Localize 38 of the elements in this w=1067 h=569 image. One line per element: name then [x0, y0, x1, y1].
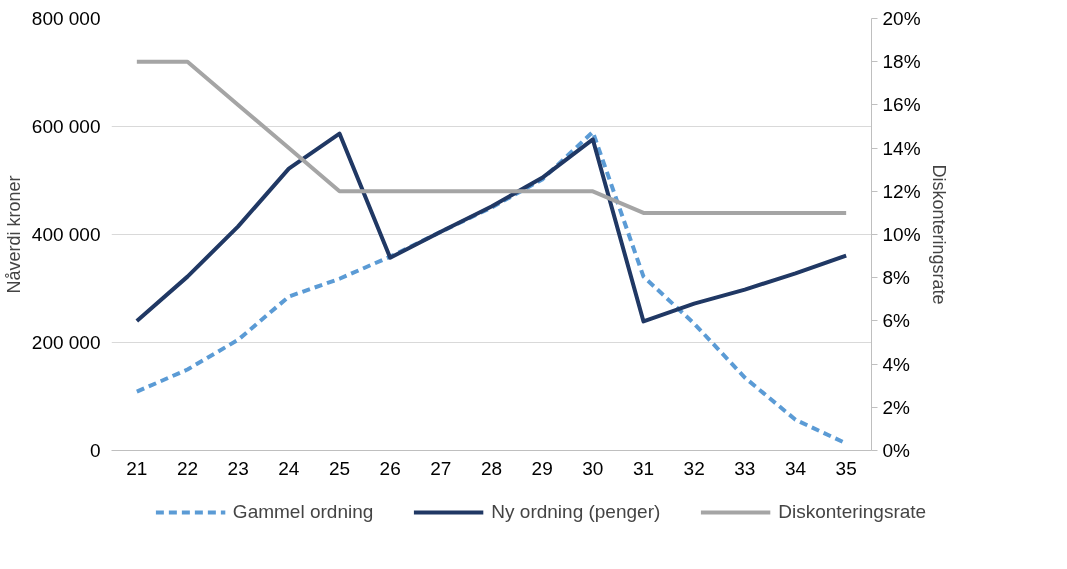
x-tick-label: 33: [734, 457, 756, 479]
line-series: [134, 131, 849, 324]
y2-tick-label: 16%: [882, 94, 921, 116]
y2-tick-label: 18%: [882, 51, 921, 73]
y2-axis-title: Diskonteringsrate: [928, 164, 949, 305]
x-tick-label: 30: [582, 457, 604, 479]
y2-tick-label: 12%: [882, 180, 921, 202]
y-tick-label: 400 000: [31, 224, 101, 245]
y2-tick-label: 2%: [882, 396, 911, 418]
y2-tick-label: 8%: [882, 267, 911, 289]
legend-label: Ny ordning (penger): [491, 501, 661, 523]
x-tick-label: 34: [784, 457, 807, 479]
y-axis-title: Nåverdi kroner: [3, 175, 24, 294]
x-tick-label: 32: [683, 457, 705, 479]
y2-tick-label: 10%: [882, 224, 921, 245]
x-tick-label: 26: [379, 457, 401, 479]
y-tick-label: 800 000: [31, 8, 101, 29]
y2-tick-label: 0%: [882, 440, 911, 461]
x-tick-label: 28: [480, 457, 503, 479]
y2-tick-label: 20%: [882, 8, 921, 29]
y-tick-label: 0: [89, 440, 101, 461]
y2-tick-label: 4%: [882, 353, 911, 375]
legend-label: Diskonteringsrate: [778, 501, 927, 523]
y2-tick-label: 14%: [882, 137, 921, 159]
x-tick-label: 29: [531, 457, 553, 479]
y2-tick-label: 6%: [882, 310, 911, 332]
y-tick-label: 200 000: [31, 332, 101, 353]
x-tick-label: 21: [126, 457, 148, 479]
x-tick-label: 22: [176, 457, 199, 479]
legend-label: Gammel ordning: [232, 501, 374, 523]
x-tick-label: 35: [835, 457, 857, 479]
x-tick-label: 23: [227, 457, 249, 479]
x-tick-label: 31: [632, 457, 655, 479]
x-tick-label: 25: [328, 457, 351, 479]
x-tick-label: 24: [278, 457, 300, 479]
y-tick-label: 600 000: [31, 116, 101, 137]
line-series: [134, 59, 849, 215]
x-tick-label: 27: [430, 457, 452, 479]
